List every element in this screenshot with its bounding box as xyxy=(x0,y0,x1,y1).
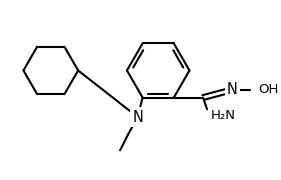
Text: N: N xyxy=(227,82,238,97)
Text: H₂N: H₂N xyxy=(211,109,236,122)
Text: N: N xyxy=(132,110,143,125)
Text: OH: OH xyxy=(258,83,278,96)
